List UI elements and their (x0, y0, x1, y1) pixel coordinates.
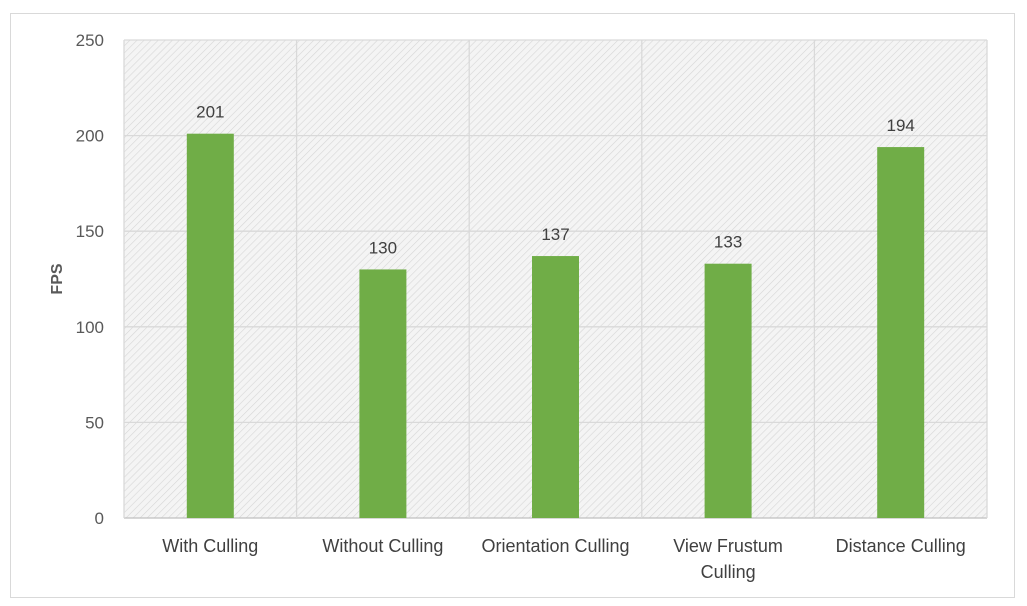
y-tick-label: 50 (85, 413, 104, 432)
x-category-label-line: Orientation Culling (481, 536, 629, 556)
x-category-label-line: Without Culling (322, 536, 443, 556)
x-axis-categories: With Culling Without Culling Orientation C… (162, 536, 965, 582)
y-tick-label: 250 (76, 31, 104, 50)
bar (877, 147, 925, 518)
bar (704, 263, 752, 518)
y-tick-label: 200 (76, 127, 104, 146)
y-tick-label: 150 (76, 222, 104, 241)
x-category-label-line: Culling (701, 562, 756, 582)
data-labels: 201 130 137 133 194 (196, 103, 915, 258)
x-category-label: Distance Culling (836, 536, 966, 556)
x-category-label-line: Distance Culling (836, 536, 966, 556)
y-axis-label: FPS (49, 263, 66, 294)
y-axis-ticks: 0 50 100 150 200 250 (76, 31, 104, 528)
bar (532, 256, 579, 518)
x-category-label: Orientation Culling (481, 536, 629, 556)
bars (186, 133, 925, 519)
x-category-label: With Culling (162, 536, 258, 556)
y-tick-label: 0 (95, 509, 104, 528)
bar (359, 269, 407, 518)
bar (186, 133, 234, 519)
x-category-label-line: With Culling (162, 536, 258, 556)
x-category-label-line: View Frustum (673, 536, 783, 556)
data-label: 194 (887, 116, 915, 135)
data-label: 133 (714, 233, 742, 252)
data-label: 201 (196, 103, 224, 122)
y-tick-label: 100 (76, 318, 104, 337)
x-category-label: Without Culling (322, 536, 443, 556)
x-category-label: View Frustum Culling (673, 536, 783, 582)
data-label: 137 (541, 225, 569, 244)
data-label: 130 (369, 238, 397, 257)
